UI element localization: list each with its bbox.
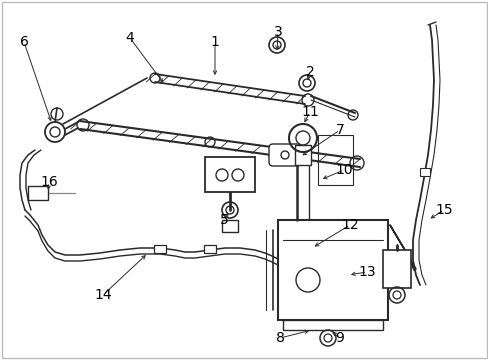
Bar	[28, 186, 48, 200]
Text: 4: 4	[125, 31, 134, 45]
Bar	[278, 220, 387, 320]
Text: 16: 16	[40, 175, 58, 189]
Text: 5: 5	[219, 213, 228, 227]
Bar	[294, 145, 310, 165]
Text: 12: 12	[341, 218, 358, 232]
Bar	[222, 220, 238, 232]
Text: 2: 2	[305, 65, 314, 79]
FancyBboxPatch shape	[268, 144, 301, 166]
Text: 8: 8	[275, 331, 284, 345]
Text: 3: 3	[273, 25, 282, 39]
Bar	[382, 250, 410, 288]
Text: 6: 6	[20, 35, 28, 49]
Text: 1: 1	[210, 35, 219, 49]
Bar	[154, 245, 165, 253]
Text: 13: 13	[357, 265, 375, 279]
Text: 14: 14	[94, 288, 112, 302]
Text: 7: 7	[335, 123, 344, 137]
Text: 11: 11	[301, 105, 318, 119]
Bar	[317, 135, 352, 185]
Text: 10: 10	[334, 163, 352, 177]
Text: 15: 15	[434, 203, 452, 217]
Bar	[283, 320, 382, 330]
Text: 9: 9	[335, 331, 344, 345]
Bar	[419, 168, 429, 176]
Bar	[203, 245, 216, 253]
Bar	[204, 157, 254, 192]
